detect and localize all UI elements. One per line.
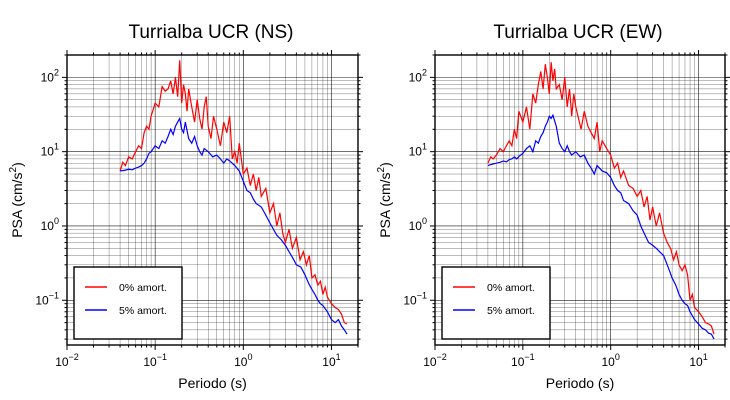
x-tick-label: 101 xyxy=(322,352,340,369)
series-line-damping-0 xyxy=(119,60,348,325)
legend: 0% amort. 5% amort. xyxy=(441,266,551,340)
legend-box xyxy=(441,266,551,340)
y-axis-label: PSA (cm/s2) xyxy=(376,162,393,238)
x-tick-label: 10−1 xyxy=(143,352,167,369)
plot-frame xyxy=(434,54,726,346)
plot-frame xyxy=(66,54,359,346)
y-tick-label: 100 xyxy=(41,216,59,233)
x-tick-label: 100 xyxy=(234,352,252,369)
legend: 0% amort. 5% amort. xyxy=(73,266,183,340)
series-line-damping-5 xyxy=(487,113,715,340)
y-axis-label: PSA (cm/s2) xyxy=(8,162,25,238)
chart-title: Turrialba UCR (EW) xyxy=(493,22,662,43)
y-tick-label: 100 xyxy=(409,216,427,233)
y-tick-label: 102 xyxy=(41,67,59,84)
series-line-damping-0 xyxy=(487,62,715,335)
chart-title: Turrialba UCR (NS) xyxy=(128,22,293,43)
y-tick-label: 101 xyxy=(41,142,59,159)
legend-box xyxy=(73,266,183,340)
y-tick-label: 101 xyxy=(409,142,427,159)
x-axis-label: Periodo (s) xyxy=(178,375,246,391)
y-tick-label: 102 xyxy=(409,67,427,84)
y-tick-label: 10−1 xyxy=(403,290,427,307)
grid xyxy=(434,54,726,345)
legend-label: 0% amort. xyxy=(119,282,167,294)
x-tick-label: 100 xyxy=(602,352,620,369)
x-tick-label: 10−2 xyxy=(55,352,79,369)
y-tick-label: 10−1 xyxy=(35,290,59,307)
x-tick-label: 10−2 xyxy=(423,352,447,369)
legend-label: 5% amort. xyxy=(119,305,167,317)
x-tick-label: 10−1 xyxy=(511,352,535,369)
chart-panel-2: 10−2 10−1 100 101 10−1 100 101 102 Turrialba UCR… xyxy=(376,22,730,391)
series-line-damping-5 xyxy=(119,116,348,335)
x-tick-label: 101 xyxy=(689,352,707,369)
x-axis-label: Periodo (s) xyxy=(546,375,614,391)
legend-label: 0% amort. xyxy=(487,282,535,294)
legend-label: 5% amort. xyxy=(487,305,535,317)
chart-panel-1: 10−2 10−1 100 101 10−1 100 101 102 Turrialba UCR… xyxy=(8,22,363,391)
